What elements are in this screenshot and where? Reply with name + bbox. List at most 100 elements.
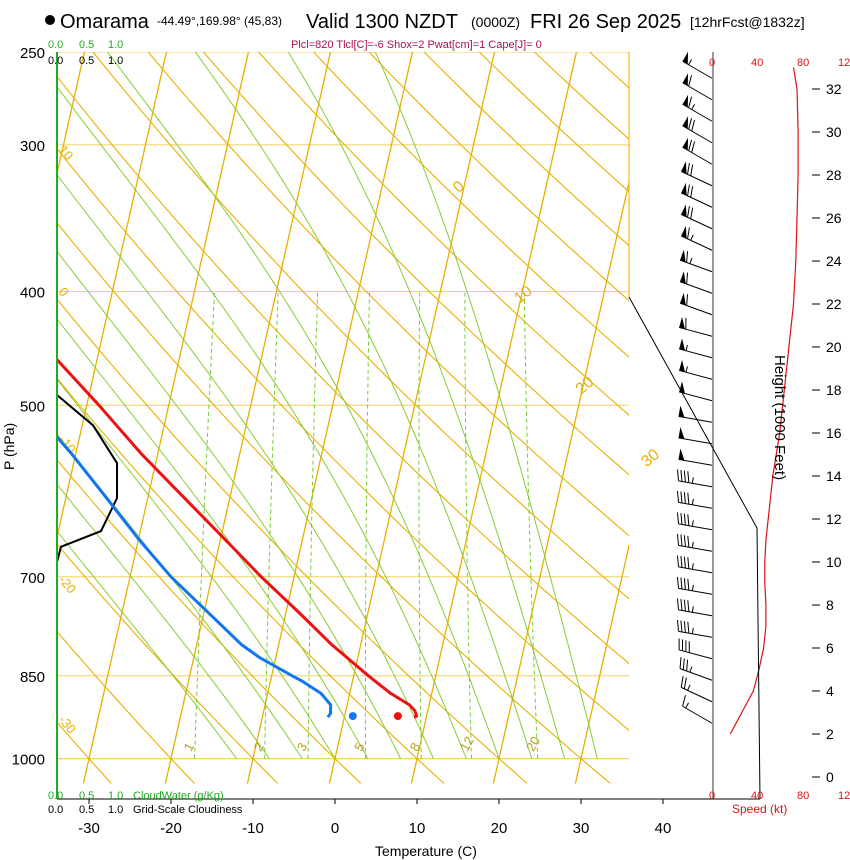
wind-barb-half-14 [685,366,688,373]
wind-barb-feather-21 [676,512,680,524]
wind-barb-pennant-18 [678,448,685,461]
wind-barb-feather-26 [683,621,686,633]
wind-barb-shaft-12 [679,326,713,337]
wind-barb-shaft-19 [678,480,713,488]
wind-barb-6 [680,182,713,208]
cloudiness-line [56,394,118,563]
wind-barb-feather-19 [680,470,683,482]
wind-barb-feather-22 [676,533,680,546]
dry-adiabat-140 [533,52,629,140]
dewpoint-line [57,434,333,719]
height-tick-26: 26 [826,210,842,226]
station-name: Omarama [60,11,150,33]
height-tick-18: 18 [826,382,842,398]
y-axis-title: P (hPa) [1,423,17,470]
wind-barb-feather-24 [683,578,686,590]
wind-barb-shaft-29 [680,686,713,703]
wind-barb-half-19 [691,477,694,484]
wind-barb-feather-2 [688,96,693,108]
wind-barb-20 [676,490,713,509]
wind-barb-feather-23 [680,556,683,568]
wind-barb-shaft-2 [682,103,713,122]
wind-barb-25 [676,598,713,617]
isotherm-40 [657,31,827,783]
wind-barb-feather-25 [687,600,690,612]
temp-tick-0: 0 [331,820,339,837]
wind-barb-1 [682,73,713,101]
wind-barb-half-20 [691,498,694,505]
wind-barb-half-21 [691,520,694,527]
wind-barb-feather-29 [683,677,687,689]
wind-barb-5 [680,161,713,187]
valid-time: Valid 1300 NZDT [306,11,458,33]
speed-scale-top-3: 12 [838,57,850,69]
wind-barb-pennant-0 [682,51,689,65]
wind-barb-shaft-24 [678,587,713,595]
wind-barb-18 [678,448,713,466]
wind-barb-half-2 [691,104,696,110]
wind-barb-feather-11 [686,294,689,306]
temp-tick-30: 30 [573,820,590,837]
wind-barb-feather-22 [683,535,686,547]
cloudiness-label: Grid-Scale Cloudiness [133,804,243,816]
wind-barb-pennant-12 [679,316,685,330]
dry-adiabat-60 [92,52,629,600]
wind-barb-8 [680,225,713,251]
wind-barb-half-26 [691,627,694,634]
surface-temperature-point [393,712,402,721]
wind-barb-feather-23 [687,557,690,569]
isotherm--60 [0,31,7,783]
station-coords: -44.49°,169.98° (45,83) [157,14,282,28]
wind-barb-12 [679,316,713,337]
height-tick-12: 12 [826,511,842,527]
wind-barb-feather-20 [676,490,680,503]
moist-adiabat-16 [57,86,467,759]
temp-tick-20: 20 [491,820,508,837]
dry-adiabat-70 [147,52,629,537]
wind-barb-feather-10 [686,272,689,285]
wind-barb-feather-20 [687,492,690,505]
profile-layer [57,357,419,721]
wind-layer [676,51,799,735]
wind-barb-feather-7 [690,207,694,219]
height-tick-6: 6 [826,640,834,656]
wind-barb-30 [682,695,713,724]
wind-barb-feather-20 [680,491,683,503]
wind-barb-feather-24 [676,576,680,589]
wind-barb-4 [682,137,713,165]
wind-barb-2 [682,94,713,122]
moist-adiabat--8 [57,483,270,759]
moist-adiabat-20 [107,52,500,759]
temp-tick--10: -10 [242,820,264,837]
height-axis-title: Height (1000 Feet) [771,355,788,480]
wind-barb-feather-19 [683,470,686,483]
cloudiness-scale-bottom-2: 1.0 [108,804,123,816]
mixing-ratio-label-12: 12 [457,734,477,754]
height-tick-0: 0 [826,769,834,785]
speed-scale-bottom-2: 80 [797,790,809,802]
wind-barb-7 [680,204,713,230]
wind-barb-pennant-3 [682,116,689,129]
cloudwater-scale-top-2: 1.0 [108,39,123,51]
dry-adiabat-100 [312,52,629,358]
wind-barb-pennant-11 [680,292,686,306]
dry-adiabat-110 [368,52,629,302]
wind-barb-feather-26 [687,621,690,634]
wind-barb-half-30 [685,702,690,709]
isotherm-30 [574,542,629,784]
wind-barb-feather-29 [680,676,684,688]
wind-barb-shaft-30 [682,705,713,724]
cloudiness-scale-bottom-0: 0.0 [48,804,63,816]
wind-barb-half-8 [690,234,694,241]
pressure-tick-500: 500 [20,398,45,415]
speed-scale-bottom-1: 40 [751,790,763,802]
wind-barb-feather-25 [683,599,686,612]
height-tick-14: 14 [826,468,842,484]
wind-barb-pennant-6 [681,182,687,196]
dry-adiabat-130 [478,52,629,193]
cloudiness-scale-top-0: 0.0 [48,55,63,67]
isotherm-label-30: 30 [638,446,663,471]
wind-barb-27 [678,638,713,660]
wind-barb-feather-4 [688,139,693,151]
